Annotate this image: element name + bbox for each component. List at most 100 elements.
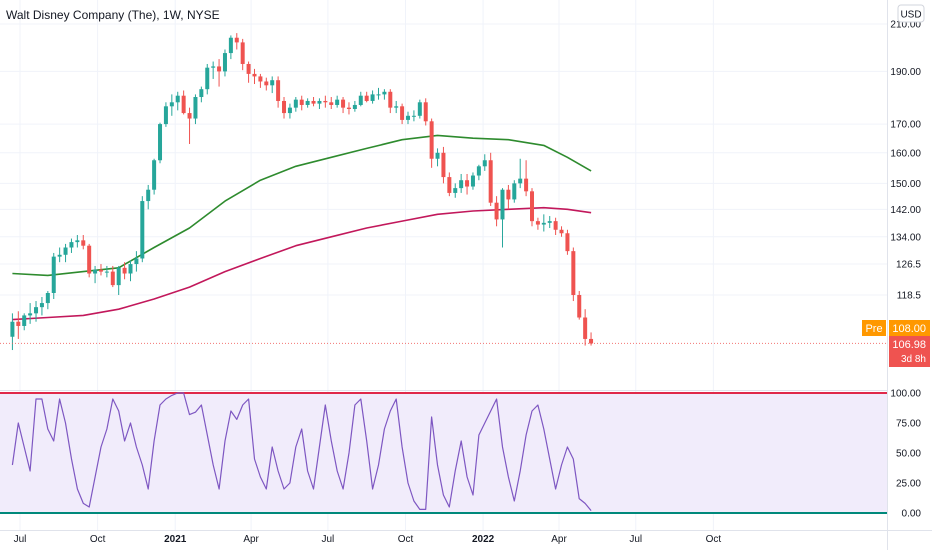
candle-body — [364, 95, 369, 101]
candle-body — [240, 42, 245, 64]
candle — [429, 118, 434, 168]
candle — [110, 265, 115, 288]
candle — [93, 265, 98, 284]
candle — [270, 76, 275, 94]
currency-label: USD — [900, 10, 921, 21]
candles — [0, 33, 887, 351]
candle-body — [276, 80, 281, 101]
candle — [264, 77, 269, 91]
candle-body — [140, 201, 145, 259]
candle-body — [10, 321, 15, 337]
candle — [152, 158, 157, 195]
candle — [358, 91, 363, 107]
candle — [199, 86, 204, 103]
candle-body — [559, 229, 564, 234]
candle-body — [128, 264, 133, 274]
y-tick-label: 190.00 — [890, 67, 921, 78]
candle — [28, 303, 33, 324]
candle — [158, 122, 163, 164]
candle — [193, 94, 198, 125]
candle — [169, 94, 174, 116]
candle-body — [93, 269, 98, 274]
candle — [459, 173, 464, 193]
candle — [559, 226, 564, 237]
candle-body — [293, 99, 298, 108]
candle-body — [394, 106, 399, 108]
currency-button[interactable]: USD — [897, 4, 925, 23]
candle — [346, 102, 351, 115]
candle — [406, 111, 411, 125]
candle — [258, 73, 263, 88]
candle-body — [163, 106, 168, 125]
candle-body — [98, 269, 103, 272]
candle — [323, 95, 328, 108]
stochastic-line — [11, 392, 592, 511]
pre-price-label: 108.00 — [892, 323, 926, 335]
candle — [104, 265, 109, 278]
candle — [476, 164, 481, 181]
candle — [246, 61, 251, 83]
candle-body — [270, 80, 275, 86]
candle-body — [87, 245, 92, 274]
candle — [163, 102, 168, 127]
candle — [217, 59, 222, 87]
candle — [222, 49, 227, 77]
candle-body — [81, 240, 86, 246]
candle-body — [282, 100, 287, 114]
candle-body — [211, 66, 216, 68]
candle — [547, 216, 552, 229]
candle-body — [305, 100, 310, 105]
candle-body — [258, 76, 263, 82]
x-tick-label: Jul — [321, 534, 334, 545]
candle-body — [447, 177, 452, 193]
stoch-tick-label: 50.00 — [896, 449, 921, 460]
candle — [364, 91, 369, 103]
candle-body — [187, 113, 192, 119]
candle-body — [346, 107, 351, 109]
candle-body — [547, 221, 552, 223]
stoch-tick-label: 100.00 — [890, 389, 921, 400]
candle-body — [169, 102, 174, 107]
candle — [16, 311, 21, 339]
candle-body — [565, 233, 570, 252]
candle-body — [577, 295, 582, 318]
candle — [447, 172, 452, 197]
candle-body — [518, 178, 523, 184]
candle-body — [246, 63, 251, 74]
candle — [134, 251, 139, 272]
candle-body — [28, 313, 33, 316]
candle-body — [506, 189, 511, 200]
candle-body — [39, 303, 44, 308]
candle — [335, 95, 340, 108]
candle-body — [453, 188, 458, 193]
pre-market-price-badge: Pre 108.00 — [862, 320, 930, 336]
candle-body — [34, 307, 39, 314]
candle-body — [63, 247, 68, 255]
candle-body — [482, 160, 487, 167]
candle — [81, 235, 86, 250]
candle-body — [217, 66, 222, 72]
candle — [293, 97, 298, 112]
stoch-tick-label: 0.00 — [902, 509, 922, 520]
candle-body — [417, 102, 422, 116]
x-tick-label: Jul — [14, 534, 27, 545]
candle — [541, 214, 546, 232]
candle-body — [589, 338, 594, 344]
candle — [465, 173, 470, 195]
candle-body — [583, 317, 588, 339]
candle — [240, 38, 245, 71]
y-tick-label: 118.5 — [897, 291, 922, 302]
stoch-tick-label: 75.00 — [896, 419, 921, 430]
candle-body — [524, 178, 529, 192]
candle-body — [329, 102, 334, 105]
candle — [34, 301, 39, 322]
candle — [299, 95, 304, 111]
candle — [382, 89, 387, 100]
candle — [51, 252, 56, 300]
y-tick-label: 134.00 — [890, 232, 921, 243]
chart-title: Walt Disney Company (The), 1W, NYSE — [6, 8, 220, 22]
candle — [488, 152, 493, 206]
candle-body — [423, 102, 428, 122]
